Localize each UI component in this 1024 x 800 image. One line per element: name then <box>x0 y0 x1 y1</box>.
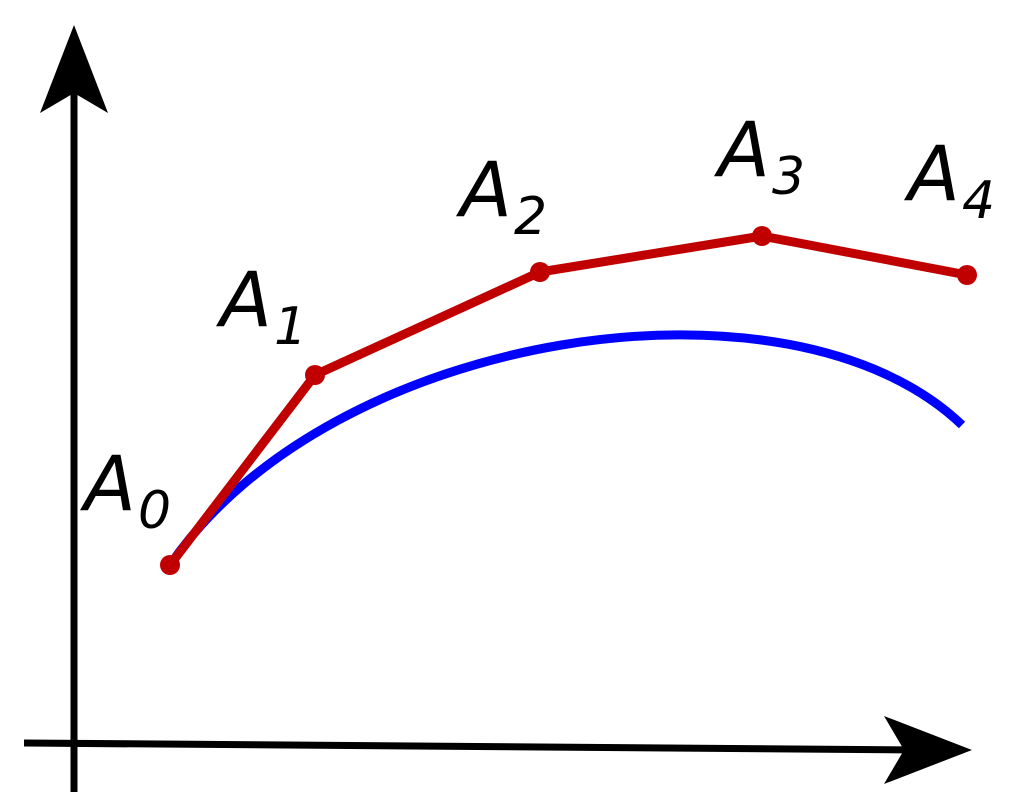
point-a3-subscript: 3 <box>772 147 805 207</box>
point-a4-label: A4 <box>903 129 995 231</box>
point-a0-dot <box>160 555 180 575</box>
control-points <box>160 226 977 575</box>
point-a3-dot <box>752 226 772 246</box>
point-a2-label: A2 <box>455 145 547 247</box>
point-a4-dot <box>957 265 977 285</box>
point-a2-subscript: 2 <box>514 187 547 247</box>
point-a3-letter: A <box>713 105 770 194</box>
point-a1-label: A1 <box>215 255 307 357</box>
x-axis-line <box>23 739 921 754</box>
point-a1-letter: A <box>215 255 272 344</box>
point-a0-letter: A <box>79 439 136 528</box>
point-a2-dot <box>530 262 550 282</box>
point-a2-letter: A <box>455 145 512 234</box>
point-a1-dot <box>305 365 325 385</box>
y-axis-arrowhead <box>40 25 108 113</box>
point-a0-label: A0 <box>79 439 171 541</box>
axes <box>23 80 921 792</box>
control-polyline <box>165 231 972 570</box>
point-a1-subscript: 1 <box>274 297 307 357</box>
point-a0-subscript: 0 <box>138 481 171 541</box>
point-a3-label: A3 <box>713 105 805 207</box>
point-a4-subscript: 4 <box>962 171 995 231</box>
point-a4-letter: A <box>903 129 960 218</box>
point-labels: A0 A1 A2 A3 A4 <box>79 105 995 541</box>
x-axis-arrowhead <box>884 716 972 784</box>
smooth-curve <box>166 330 966 568</box>
